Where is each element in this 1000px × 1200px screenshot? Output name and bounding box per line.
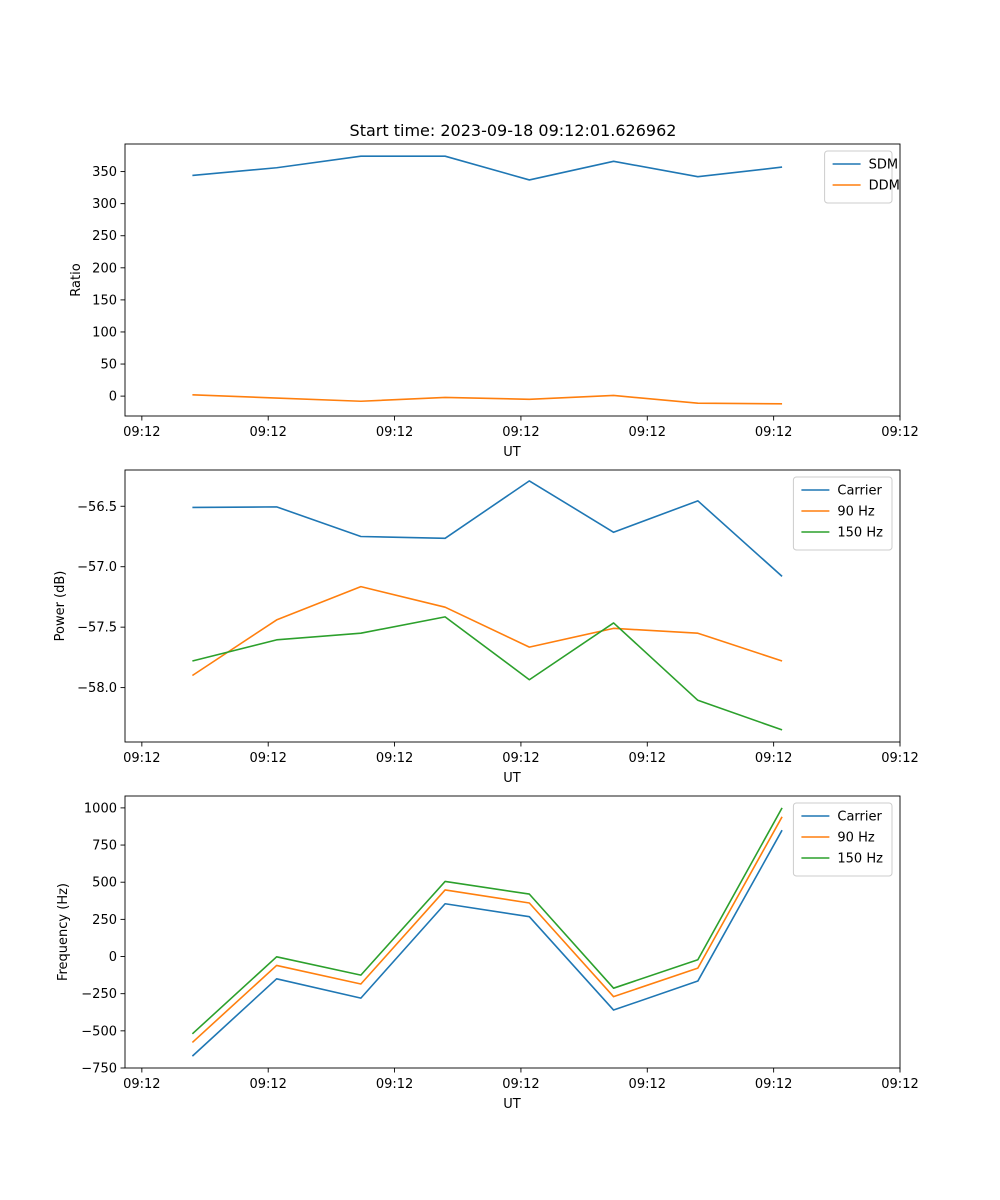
y-tick-label: 250 <box>92 229 117 244</box>
frequency-panel: UT Frequency (Hz) 09:12 09:12 09:12 09:12 09… <box>56 795 919 1112</box>
x-tick-label: 09:12 <box>376 425 413 440</box>
y-tick-label: −58.0 <box>77 681 117 696</box>
y-axis-label: Ratio <box>69 263 84 296</box>
x-tick-label: 09:12 <box>123 751 160 766</box>
x-tick-label: 09:12 <box>123 1077 160 1092</box>
y-tick-label: −500 <box>81 1024 117 1039</box>
y-tick-label: 300 <box>92 197 117 212</box>
legend-label: Carrier <box>837 484 882 499</box>
chart-title: Start time: 2023-09-18 09:12:01.626962 <box>350 121 677 140</box>
x-tick-label: 09:12 <box>123 425 160 440</box>
x-tick-label: 09:12 <box>249 425 286 440</box>
x-tick-label: 09:12 <box>376 1077 413 1092</box>
y-tick-label: 250 <box>92 913 117 928</box>
y-axis-label: Frequency (Hz) <box>56 883 71 981</box>
y-tick-label: 500 <box>92 876 117 891</box>
legend-label: SDM <box>869 158 898 173</box>
legend: Carrier 90 Hz 150 Hz <box>792 802 893 877</box>
y-tick-label: −750 <box>81 1062 117 1077</box>
x-axis-label: UT <box>503 445 521 460</box>
x-tick-label: 09:12 <box>755 751 792 766</box>
legend: Carrier 90 Hz 150 Hz <box>792 476 893 551</box>
y-tick-label: 200 <box>92 261 117 276</box>
ratio-panel: Start time: 2023-09-18 09:12:01.626962 U… <box>69 121 919 460</box>
axes-frame <box>124 795 901 1069</box>
plot-area: 09:12 09:12 09:12 09:12 09:12 09:12 09:12 −750 −… <box>81 795 919 1092</box>
x-tick-label: 09:12 <box>629 1077 666 1092</box>
y-tick-label: 1000 <box>84 801 117 816</box>
y-tick-label: 150 <box>92 293 117 308</box>
x-axis-label: UT <box>503 771 521 786</box>
y-tick-label: 750 <box>92 839 117 854</box>
plot-area: 09:12 09:12 09:12 09:12 09:12 09:12 09:12 −58.0… <box>77 469 919 766</box>
x-tick-label: 09:12 <box>629 751 666 766</box>
x-tick-label: 09:12 <box>629 425 666 440</box>
y-tick-label: −250 <box>81 987 117 1002</box>
x-tick-label: 09:12 <box>502 1077 539 1092</box>
legend-label: DDM <box>869 179 900 194</box>
legend-label: 150 Hz <box>837 852 883 867</box>
x-tick-label: 09:12 <box>502 751 539 766</box>
series-line-0 <box>192 155 783 181</box>
y-tick-label: −56.5 <box>77 500 117 515</box>
series-line-0 <box>191 829 783 1057</box>
legend-label: Carrier <box>837 810 882 825</box>
x-tick-label: 09:12 <box>881 1077 918 1092</box>
x-tick-label: 09:12 <box>249 751 286 766</box>
y-axis-label: Power (dB) <box>53 571 68 642</box>
plot-area: 09:12 09:12 09:12 09:12 09:12 09:12 09:12 0 50 10… <box>92 143 919 440</box>
series-line-2 <box>191 807 783 1035</box>
series-line-1 <box>191 585 783 677</box>
legend-label: 150 Hz <box>837 526 883 541</box>
series-line-1 <box>192 394 783 405</box>
y-tick-label: 0 <box>109 390 117 405</box>
x-tick-label: 09:12 <box>376 751 413 766</box>
x-tick-label: 09:12 <box>249 1077 286 1092</box>
y-tick-label: 50 <box>100 358 117 373</box>
y-tick-label: −57.0 <box>77 560 117 575</box>
y-tick-label: 0 <box>109 950 117 965</box>
legend: SDM DDM <box>824 150 900 204</box>
legend-label: 90 Hz <box>837 831 874 846</box>
series-line-2 <box>192 616 783 731</box>
legend-label: 90 Hz <box>837 505 874 520</box>
y-tick-label: 100 <box>92 325 117 340</box>
axes-frame <box>124 469 901 743</box>
x-tick-label: 09:12 <box>755 1077 792 1092</box>
x-axis-label: UT <box>503 1097 521 1112</box>
y-tick-label: −57.5 <box>77 621 117 636</box>
x-tick-label: 09:12 <box>755 425 792 440</box>
axes-frame <box>124 143 901 417</box>
series-line-0 <box>192 480 783 577</box>
x-tick-label: 09:12 <box>502 425 539 440</box>
series-line-1 <box>191 816 783 1044</box>
x-tick-label: 09:12 <box>881 751 918 766</box>
power-panel: UT Power (dB) 09:12 09:12 09:12 09:12 09:12 0… <box>53 469 919 786</box>
y-tick-label: 350 <box>92 165 117 180</box>
x-tick-label: 09:12 <box>881 425 918 440</box>
